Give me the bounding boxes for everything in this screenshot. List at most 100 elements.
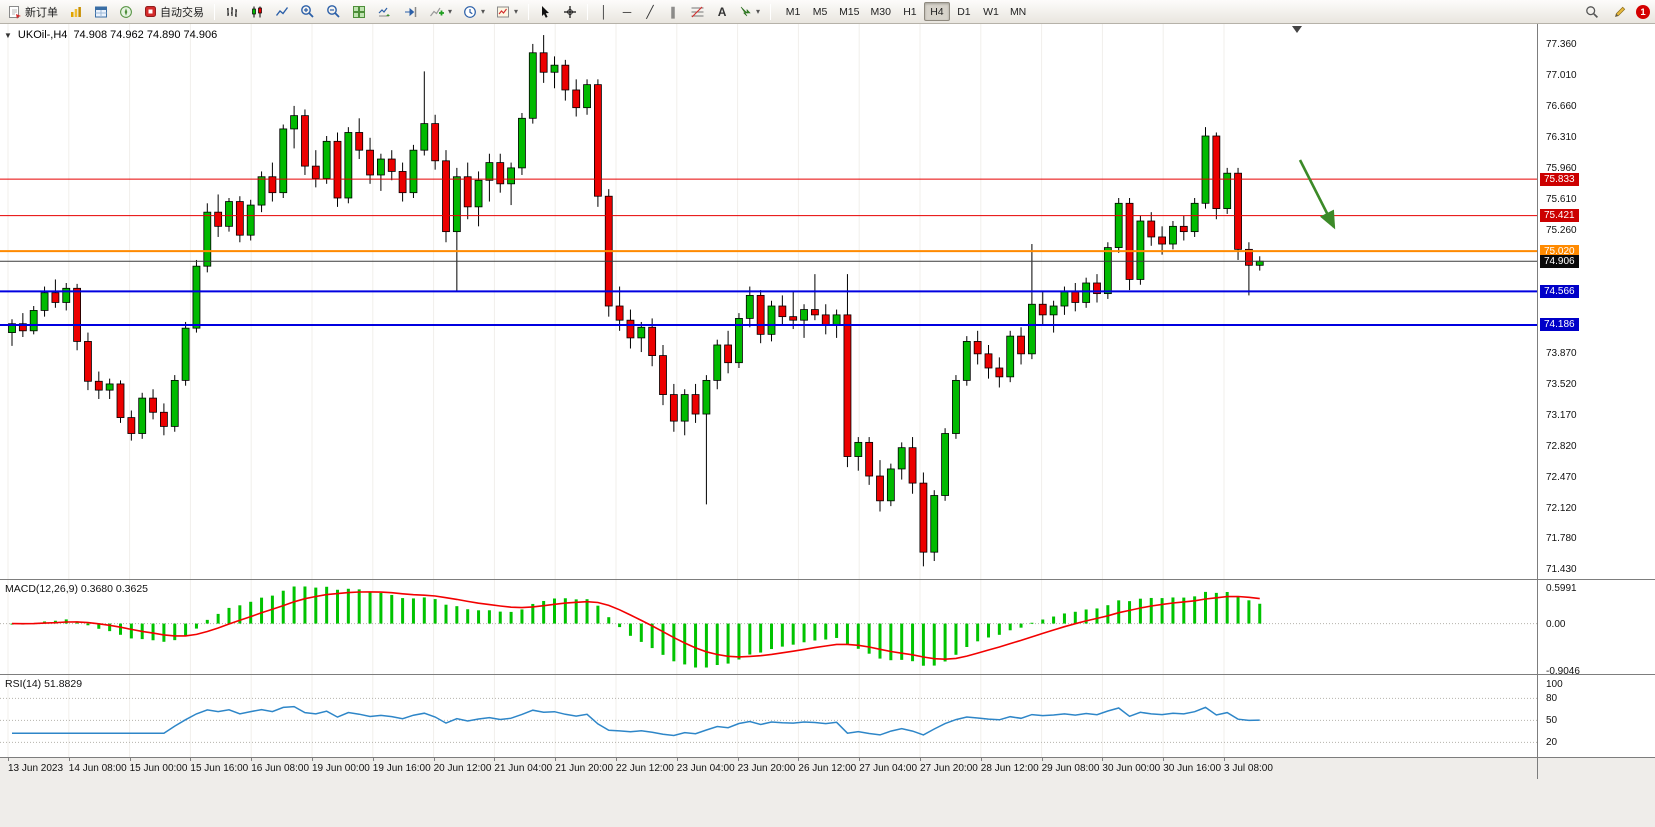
zoom-out-button[interactable] xyxy=(321,1,346,22)
time-axis-tick xyxy=(312,758,313,761)
macd-histogram-bar xyxy=(325,586,329,624)
timeframe-button-d1[interactable]: D1 xyxy=(951,2,977,21)
panel-splitter[interactable] xyxy=(0,674,1655,675)
candle-body xyxy=(583,84,591,109)
rsi-panel[interactable] xyxy=(0,675,1537,757)
price-tick-label: 72.120 xyxy=(1546,502,1577,514)
candle-body xyxy=(149,397,157,413)
auto-scroll-button[interactable] xyxy=(372,1,397,22)
timeframe-button-m5[interactable]: M5 xyxy=(807,2,833,21)
horizontal-line-tool-button[interactable]: ─ xyxy=(616,1,638,22)
macd-histogram-bar xyxy=(921,623,925,666)
channel-tool-button[interactable]: ∥ xyxy=(662,1,684,22)
search-button[interactable] xyxy=(1580,2,1604,23)
fibonacci-tool-button[interactable] xyxy=(685,1,710,22)
macd-histogram-bar xyxy=(520,609,524,624)
crosshair-tool-button[interactable] xyxy=(558,1,582,22)
timeframe-button-mn[interactable]: MN xyxy=(1005,2,1031,21)
macd-histogram-bar xyxy=(1062,613,1066,624)
tile-windows-button[interactable] xyxy=(347,1,371,22)
macd-panel[interactable] xyxy=(0,580,1537,674)
one-click-trading-toggle[interactable]: ▼ xyxy=(4,30,12,40)
tile-windows-icon xyxy=(353,5,365,18)
trendline-tool-button[interactable]: ╱ xyxy=(639,1,661,22)
candle-body xyxy=(366,149,374,176)
time-axis[interactable]: 13 Jun 2023 14 Jun 08:00 15 Jun 00:00 15 Ju… xyxy=(0,757,1655,779)
macd-indicator-label: MACD(12,26,9) 0.3680 0.3625 xyxy=(5,583,149,595)
current-price-badge[interactable]: 74.906 xyxy=(1540,254,1579,268)
arrow-annotation[interactable] xyxy=(1298,159,1336,230)
time-axis-label: 21 Jun 04:00 xyxy=(494,763,553,774)
candle-body xyxy=(8,323,16,333)
timeframe-button-w1[interactable]: W1 xyxy=(978,2,1004,21)
macd-histogram-bar xyxy=(672,623,676,662)
panel-splitter[interactable] xyxy=(0,579,1655,580)
arrows-tool-button[interactable]: ▾ xyxy=(734,1,765,22)
candle-body xyxy=(279,128,288,194)
candle-body xyxy=(170,379,179,427)
level-badge[interactable]: 74.566 xyxy=(1540,284,1579,298)
time-axis-label: 30 Jun 16:00 xyxy=(1163,763,1222,774)
macd-histogram-bar xyxy=(129,623,133,639)
price-axis-divider xyxy=(1537,24,1538,779)
candle-body xyxy=(1103,247,1112,295)
price-axis[interactable]: 77.360 77.010 76.660 76.310 75.960 75.610 75.2… xyxy=(1538,24,1655,757)
candle-body xyxy=(192,265,201,329)
timeframe-button-m1[interactable]: M1 xyxy=(780,2,806,21)
macd-signal-line xyxy=(11,591,1260,661)
candle-body xyxy=(181,327,190,381)
line-chart-type-button[interactable] xyxy=(270,1,294,22)
candle-body xyxy=(973,341,982,355)
macd-histogram-bar xyxy=(759,623,763,653)
candle-body xyxy=(821,314,830,326)
equidistant-channel-icon: ∥ xyxy=(670,4,677,19)
cursor-tool-button[interactable] xyxy=(534,1,557,22)
time-axis-tick xyxy=(676,758,678,761)
level-badge[interactable]: 75.020 xyxy=(1540,244,1579,258)
timeframe-button-h4[interactable]: H4 xyxy=(923,2,950,21)
level-badge[interactable]: 74.186 xyxy=(1540,318,1579,332)
auto-trading-button[interactable]: 自动交易 xyxy=(139,1,209,22)
vertical-line-tool-button[interactable]: │ xyxy=(593,1,615,22)
timeframe-button-m15[interactable]: M15 xyxy=(834,2,864,21)
fibonacci-icon xyxy=(691,6,704,17)
line-chart-icon xyxy=(275,6,289,16)
macd-histogram-bar xyxy=(965,623,969,647)
indicators-button[interactable]: ▾ xyxy=(424,1,457,22)
toolbar-right-group: 1 xyxy=(1580,0,1650,24)
chart-shift-marker[interactable] xyxy=(1292,26,1302,33)
macd-histogram-bar xyxy=(184,623,188,636)
timeframe-button-h1[interactable]: H1 xyxy=(897,2,923,21)
templates-button[interactable]: ▾ xyxy=(491,1,523,22)
macd-histogram-bar xyxy=(911,623,915,662)
data-window-button[interactable] xyxy=(89,1,113,22)
edit-button[interactable] xyxy=(1608,2,1632,23)
candle-body xyxy=(84,341,92,382)
chart-shift-button[interactable] xyxy=(398,1,423,22)
price-tick-label: 71.780 xyxy=(1546,533,1577,544)
level-badge[interactable]: 75.421 xyxy=(1540,209,1579,223)
main-price-chart[interactable] xyxy=(0,24,1537,579)
candle-body xyxy=(572,89,581,109)
candlestick-chart-type-button[interactable] xyxy=(245,1,269,22)
macd-histogram-bar xyxy=(954,623,958,655)
periods-button[interactable]: ▾ xyxy=(458,1,490,22)
macd-histogram-bar xyxy=(987,623,990,638)
new-order-button[interactable]: 新订单 xyxy=(3,1,63,22)
text-tool-button[interactable]: A xyxy=(711,1,733,22)
rsi-indicator-label: RSI(14) 51.8829 xyxy=(5,678,83,690)
bar-chart-type-button[interactable] xyxy=(220,1,244,22)
candle-body xyxy=(1169,225,1177,245)
price-tick-label: 73.870 xyxy=(1546,347,1577,359)
macd-histogram-bar xyxy=(260,597,264,624)
timeframe-button-m30[interactable]: M30 xyxy=(866,2,896,21)
navigator-button[interactable] xyxy=(114,1,138,22)
level-badge[interactable]: 75.833 xyxy=(1540,172,1579,186)
candle-body xyxy=(1114,202,1123,248)
macd-histogram-bar xyxy=(618,623,622,628)
market-watch-button[interactable] xyxy=(64,1,88,22)
macd-histogram-bar xyxy=(748,623,752,655)
notification-badge[interactable]: 1 xyxy=(1636,5,1650,19)
zoom-in-button[interactable] xyxy=(295,1,320,22)
time-axis-label: 13 Jun 2023 xyxy=(8,763,64,774)
